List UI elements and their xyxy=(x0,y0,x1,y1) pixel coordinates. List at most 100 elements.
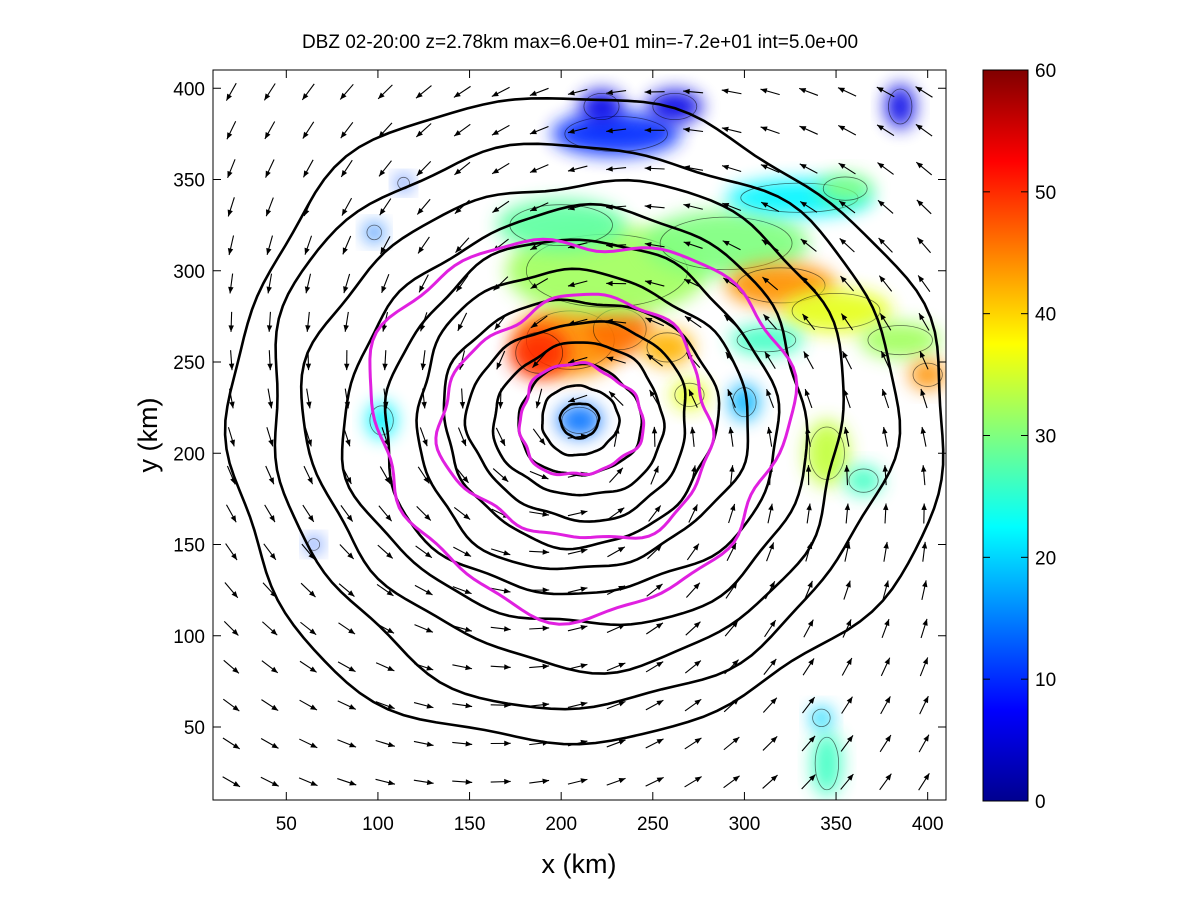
magenta-contour xyxy=(368,237,799,626)
wind-arrowhead xyxy=(916,199,924,207)
wind-arrowhead xyxy=(768,503,774,511)
colorbar-tick-label: 50 xyxy=(1035,183,1056,204)
wind-arrowhead xyxy=(271,704,279,711)
wind-arrowhead xyxy=(232,743,240,749)
colorbar-ticks: 0 10 20 30 40 50 60 xyxy=(983,61,1056,813)
wind-arrowhead xyxy=(567,90,575,96)
wind-arrowhead xyxy=(454,207,462,214)
wind-arrowhead xyxy=(422,439,428,447)
wind-arrowhead xyxy=(426,665,434,671)
pressure-contour xyxy=(340,202,809,627)
wind-arrowhead xyxy=(343,324,349,332)
colorbar-tick-label: 20 xyxy=(1035,548,1056,569)
wind-arrowhead xyxy=(426,779,434,786)
wind-arrowhead xyxy=(770,658,777,666)
wind-arrowhead xyxy=(807,619,814,627)
magenta-contour xyxy=(517,360,646,477)
wind-arrowhead xyxy=(307,477,313,485)
wind-arrowhead xyxy=(454,168,462,175)
wind-arrowhead xyxy=(305,363,312,371)
wind-arrowhead xyxy=(690,426,696,434)
wind-arrowhead xyxy=(618,739,626,745)
wind-arrowhead xyxy=(348,666,356,672)
wind-arrowhead xyxy=(606,356,614,362)
wind-arrowhead xyxy=(542,625,550,631)
wind-arrowhead xyxy=(692,504,698,512)
wind-arrowhead xyxy=(269,552,276,560)
wind-arrowhead xyxy=(923,773,930,781)
colorbar-tick-label: 60 xyxy=(1035,61,1056,82)
x-tick-label: 250 xyxy=(637,814,669,835)
wind-arrowhead xyxy=(923,696,929,704)
wind-arrowhead xyxy=(346,514,353,522)
wind-arrowhead xyxy=(722,164,729,171)
wind-arrowhead xyxy=(800,238,808,246)
wind-arrowhead xyxy=(580,778,588,784)
reflectivity-cell-contour xyxy=(366,224,382,241)
wind-arrowhead xyxy=(387,741,395,748)
wind-arrowhead xyxy=(580,586,588,592)
wind-arrowhead xyxy=(838,163,846,169)
wind-arrowhead xyxy=(656,738,664,745)
reflectivity-cell-contour xyxy=(652,92,698,121)
wind-arrowhead xyxy=(530,282,538,289)
wind-arrowhead xyxy=(567,281,575,288)
reflectivity-cell xyxy=(859,321,941,359)
wind-arrowhead xyxy=(302,93,309,100)
wind-arrowhead xyxy=(768,542,774,550)
colorbar-tick-label: 40 xyxy=(1035,305,1056,326)
wind-arrowhead xyxy=(425,627,433,633)
wind-arrowhead xyxy=(804,389,810,397)
wind-arrowhead xyxy=(465,779,473,785)
wind-vectors xyxy=(222,82,933,791)
wind-arrowhead xyxy=(883,541,889,549)
wind-arrowhead xyxy=(227,248,234,255)
wind-arrowhead xyxy=(885,773,892,781)
wind-arrowhead xyxy=(915,124,923,131)
wind-arrowhead xyxy=(529,90,537,96)
x-tick-label: 350 xyxy=(820,814,852,835)
reflectivity-cells xyxy=(306,84,946,797)
wind-arrowhead xyxy=(683,88,690,95)
wind-arrowhead xyxy=(656,777,664,783)
wind-arrowhead xyxy=(420,363,426,371)
reflectivity-cell-contour xyxy=(812,708,831,728)
wind-arrowhead xyxy=(923,734,929,742)
wind-arrowhead xyxy=(922,618,928,626)
wind-arrowhead xyxy=(693,621,701,629)
wind-arrowhead xyxy=(655,583,663,591)
wind-arrowhead xyxy=(617,546,625,553)
wind-arrowhead xyxy=(305,325,311,332)
wind-arrowhead xyxy=(231,553,238,561)
wind-arrowhead xyxy=(416,169,424,176)
wind-arrowhead xyxy=(761,202,769,208)
wind-arrowhead xyxy=(606,127,613,134)
wind-arrowhead xyxy=(269,515,275,523)
wind-arrowhead xyxy=(922,657,928,665)
wind-arrowhead xyxy=(884,619,890,627)
wind-arrowhead xyxy=(839,200,846,207)
wind-arrowhead xyxy=(310,742,318,748)
wind-arrowhead xyxy=(503,626,511,632)
wind-arrowhead xyxy=(843,426,850,434)
reflectivity-cell-contour xyxy=(583,92,620,121)
wind-arrowhead xyxy=(341,170,348,177)
wind-arrowhead xyxy=(760,126,768,132)
wind-arrowhead xyxy=(877,200,885,207)
wind-arrowhead xyxy=(881,351,887,359)
reflectivity-cell xyxy=(812,730,842,797)
wind-arrowhead xyxy=(694,776,702,783)
x-tick-label: 200 xyxy=(545,814,577,835)
pressure-contour xyxy=(415,267,750,571)
wind-arrowhead xyxy=(303,170,309,178)
wind-arrowhead xyxy=(264,93,271,101)
wind-arrowhead xyxy=(732,659,739,667)
wind-arrowhead xyxy=(760,164,768,170)
wind-arrowhead xyxy=(729,465,735,472)
x-axis-label: x (km) xyxy=(542,849,617,879)
wind-arrowhead xyxy=(769,581,775,589)
wind-arrowhead xyxy=(845,619,852,627)
wind-arrowhead xyxy=(417,207,424,215)
pressure-contour xyxy=(223,96,945,746)
wind-arrowhead xyxy=(387,627,395,634)
